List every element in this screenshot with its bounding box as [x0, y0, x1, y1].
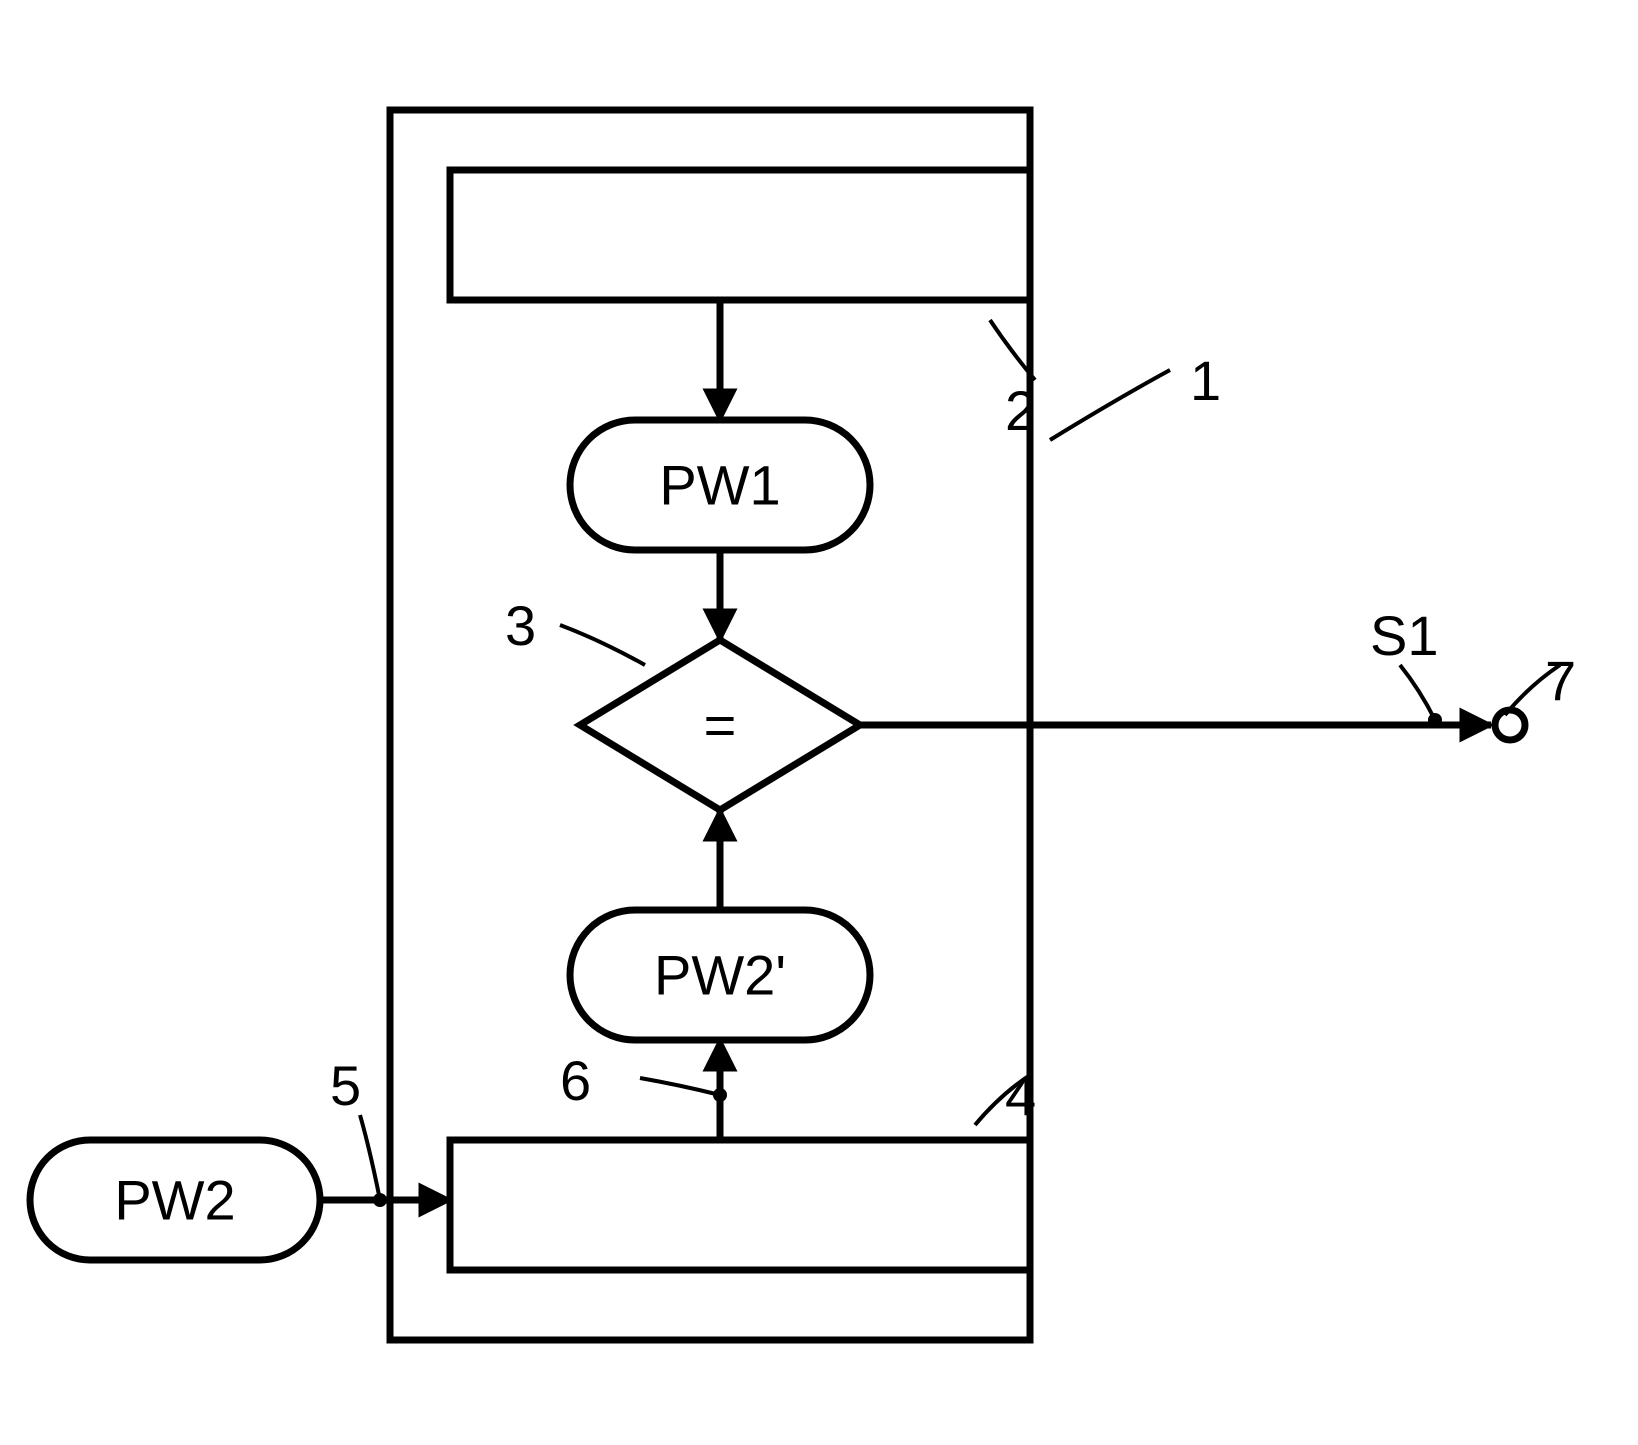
process-block-top	[450, 170, 1030, 300]
signal-s1-label: S1	[1370, 604, 1439, 667]
ref-1-label: 1	[1190, 349, 1221, 412]
ref-7-label: 7	[1545, 649, 1576, 712]
signal-s1-leader	[1400, 665, 1435, 720]
ref-6-leader	[640, 1078, 720, 1095]
label-pw1: PW1	[659, 454, 780, 517]
process-block-bottom	[450, 1140, 1030, 1270]
label-pw2-prime: PW2'	[654, 944, 786, 1007]
ref-5-leader	[360, 1115, 380, 1200]
label-equals: =	[704, 694, 737, 757]
ref-5-label: 5	[330, 1054, 361, 1117]
ref-3-label: 3	[505, 594, 536, 657]
signal-s1-leader-dot	[1428, 713, 1442, 727]
ref-6-label: 6	[560, 1049, 591, 1112]
ref-2-label: 2	[1005, 379, 1036, 442]
ref-3-leader	[560, 625, 645, 665]
label-pw2: PW2	[114, 1169, 235, 1232]
ref-5-leader-dot	[373, 1193, 387, 1207]
output-terminal	[1495, 710, 1525, 740]
ref-4-label: 4	[1005, 1064, 1036, 1127]
ref-6-leader-dot	[713, 1088, 727, 1102]
ref-1-leader	[1050, 370, 1170, 440]
